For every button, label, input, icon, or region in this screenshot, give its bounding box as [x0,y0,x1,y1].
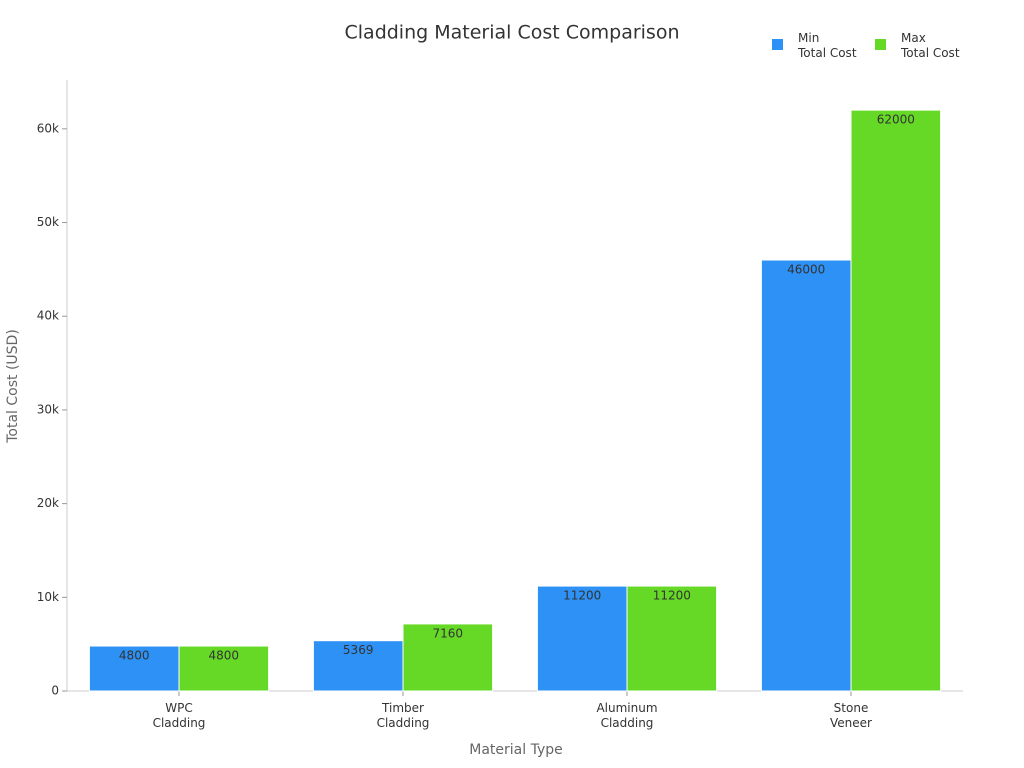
text-line: Cladding [153,716,206,730]
x-tick-label: Aluminum Cladding [596,701,657,730]
x-tick-label: Timber Cladding [377,701,430,730]
value-label: 4800 [119,649,150,663]
value-label: 5369 [343,643,374,657]
y-tick-label: 60k [37,121,59,135]
text-line: Timber [381,701,424,715]
x-axis-label: Material Type [469,742,562,758]
text-line: Aluminum [596,701,657,715]
value-label: 7160 [433,626,464,640]
text-line: WPC [165,701,192,715]
text-line: Cladding [601,716,654,730]
text-line: Max [901,31,926,45]
y-tick-label: 40k [37,309,59,323]
text-line: Stone [834,701,869,715]
value-label: 4800 [209,649,240,663]
text-line: Total Cost [900,46,960,60]
value-label: 46000 [787,263,825,277]
bar [536,585,628,692]
y-tick-label: 0 [51,684,59,698]
x-tick-label: WPC Cladding [153,701,206,730]
text-line: Veneer [830,716,872,730]
bar [626,585,718,692]
legend-label: Max Total Cost [900,31,960,60]
text-line: Min [798,31,819,45]
y-tick-label: 10k [37,590,59,604]
bar [850,109,942,692]
legend-swatch [772,39,783,50]
chart-title: Cladding Material Cost Comparison [345,22,680,44]
value-label: 11200 [563,589,601,603]
text-line: Cladding [377,716,430,730]
y-tick-label: 30k [37,402,59,416]
value-label: 11200 [653,589,691,603]
bar [178,645,270,692]
legend-label: Min Total Cost [797,31,857,60]
text-line: Total Cost [797,46,857,60]
legend-swatch [875,39,886,50]
y-tick-label: 20k [37,496,59,510]
y-axis-label: Total Cost (USD) [5,329,21,444]
y-tick-label: 50k [37,215,59,229]
value-label: 62000 [877,113,915,127]
bar [760,259,852,692]
x-tick-label: Stone Veneer [830,701,872,730]
bar [402,623,494,692]
